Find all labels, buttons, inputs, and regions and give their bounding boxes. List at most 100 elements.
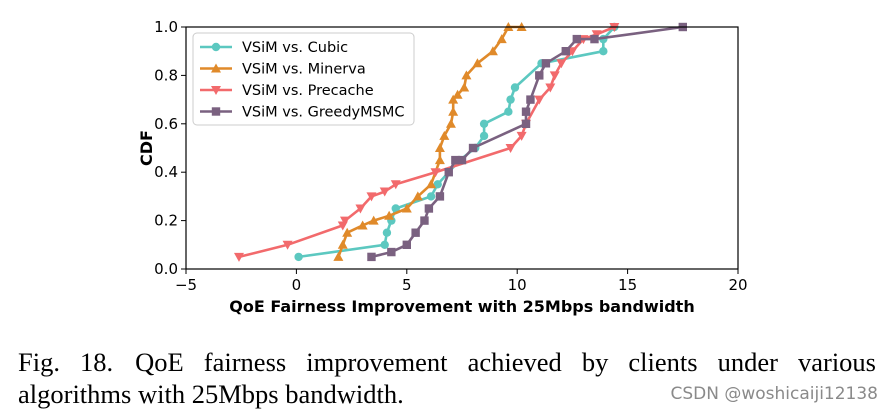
series-2-point-5 <box>366 192 377 202</box>
series-2-point-4 <box>355 204 366 214</box>
series-3-point-5 <box>424 204 434 213</box>
series-1-point-12 <box>445 118 456 128</box>
series-0-point-2 <box>382 228 392 237</box>
series-3-point-0 <box>367 252 376 262</box>
series-2-point-14 <box>549 71 560 81</box>
watermark: CSDN @woshicaiji12138 <box>670 384 878 404</box>
series-3-point-4 <box>420 216 429 225</box>
series-1-point-2 <box>342 227 353 237</box>
series-0-point-5 <box>426 192 436 201</box>
y-axis-title: CDF <box>137 130 156 166</box>
y-tick-label-5: 1.0 <box>154 18 178 36</box>
caption-text: QoE fairness improvement achieved by cli… <box>18 347 876 409</box>
y-tick-label-3: 0.6 <box>154 115 178 133</box>
series-3-point-9 <box>457 155 467 165</box>
legend: VSiM vs. Cubic VSiM vs. Minerva VSiM vs. P… <box>192 32 415 126</box>
series-1-point-9 <box>434 155 445 165</box>
series-3-point-3 <box>411 228 420 237</box>
series-3-point-14 <box>535 71 544 80</box>
series-0-point-9 <box>479 131 489 141</box>
series-1-point-14 <box>448 94 459 104</box>
series-1-point-16 <box>459 82 470 92</box>
x-tick-label-3: 10 <box>508 276 527 294</box>
legend-box <box>192 32 415 126</box>
series-1 <box>333 22 527 261</box>
series-3-point-2 <box>402 240 411 249</box>
legend-label-0: VSiM vs. Cubic <box>242 40 348 56</box>
series-3-point-8 <box>451 155 460 165</box>
legend-marker-1 <box>211 63 221 73</box>
series-3-point-10 <box>468 143 478 153</box>
series-0-point-15 <box>599 47 608 56</box>
series-1-point-10 <box>434 143 445 152</box>
x-tick-label-0: −5 <box>175 276 197 294</box>
series-3-point-15 <box>541 59 551 68</box>
series-2-point-13 <box>545 83 556 93</box>
series-3-point-12 <box>521 107 531 116</box>
series-0-point-4 <box>391 204 400 213</box>
series-3-point-11 <box>521 119 531 128</box>
series-2-point-10 <box>516 131 527 141</box>
y-tick-label-4: 0.8 <box>154 66 178 84</box>
series-3-point-13 <box>526 95 535 104</box>
plot-frame <box>185 26 739 270</box>
legend-label-1: VSiM vs. Minerva <box>242 62 366 78</box>
cdf-chart: −5 0 5 10 15 20 0.0 0.2 0.4 0.6 0.8 1.0 QoE Fairnes… <box>137 18 748 316</box>
ticks-layer: −5 0 5 10 15 20 0.0 0.2 0.4 0.6 0.8 1.0 <box>154 18 747 294</box>
series-2-point-12 <box>534 95 545 105</box>
series-1-point-3 <box>357 220 368 230</box>
series-1-point-1 <box>337 239 348 249</box>
series-3-point-18 <box>590 34 599 44</box>
legend-label-3: VSiM vs. GreedyMSMC <box>242 105 404 121</box>
series-3 <box>367 22 687 262</box>
series-1-point-11 <box>439 130 450 140</box>
series-2-point-0 <box>233 252 244 262</box>
series-0-point-6 <box>433 180 442 189</box>
series-0-point-10 <box>479 119 489 128</box>
series-2-point-1 <box>282 240 293 250</box>
legend-marker-3 <box>211 107 221 116</box>
series-3-point-17 <box>572 34 582 44</box>
y-tick-label-2: 0.4 <box>154 163 178 181</box>
series-1-point-7 <box>412 191 423 201</box>
series-2-point-15 <box>556 59 567 69</box>
y-tick-label-1: 0.2 <box>154 212 178 230</box>
caption-label: Fig. 18. <box>18 347 114 377</box>
series-1-point-19 <box>487 46 498 56</box>
series-1-point-4 <box>368 215 379 225</box>
series-0-point-1 <box>380 240 389 249</box>
series-2-point-18 <box>591 30 602 40</box>
legend-marker-0 <box>211 42 221 52</box>
legend-label-2: VSiM vs. Precache <box>242 83 374 99</box>
figure-caption: Fig. 18. QoE fairness improvement achieve… <box>18 346 876 410</box>
series-1-point-17 <box>461 70 472 80</box>
y-tick-label-0: 0.0 <box>154 260 178 278</box>
legend-marker-2 <box>211 86 221 95</box>
series-3-point-1 <box>387 247 396 257</box>
series-line-3 <box>371 25 683 259</box>
series-1-point-6 <box>401 203 412 213</box>
series-3-point-7 <box>444 168 453 177</box>
series-3-point-16 <box>561 47 570 56</box>
series-1-point-0 <box>333 251 344 261</box>
x-tick-label-2: 5 <box>402 276 412 294</box>
series-3-point-6 <box>435 192 445 201</box>
series-1-point-8 <box>426 179 437 189</box>
series-0-point-0 <box>294 252 303 262</box>
series-2-point-3 <box>339 216 350 226</box>
series-2-point-7 <box>390 180 401 190</box>
series-1-point-20 <box>496 34 507 44</box>
series-2-point-9 <box>505 144 516 153</box>
series-2-point-8 <box>430 168 441 178</box>
series-2-point-6 <box>379 187 390 197</box>
series-1-point-5 <box>384 210 395 220</box>
x-tick-label-1: 0 <box>292 276 302 294</box>
series-1-point-15 <box>452 89 463 99</box>
x-tick-label-4: 15 <box>618 276 637 294</box>
series-0-point-12 <box>506 95 515 104</box>
x-tick-label-5: 20 <box>728 276 747 294</box>
x-axis-title: QoE Fairness Improvement with 25Mbps ban… <box>229 297 694 316</box>
series-1-point-18 <box>472 58 483 68</box>
series-1-point-13 <box>448 106 459 116</box>
series-0-point-13 <box>510 83 520 92</box>
